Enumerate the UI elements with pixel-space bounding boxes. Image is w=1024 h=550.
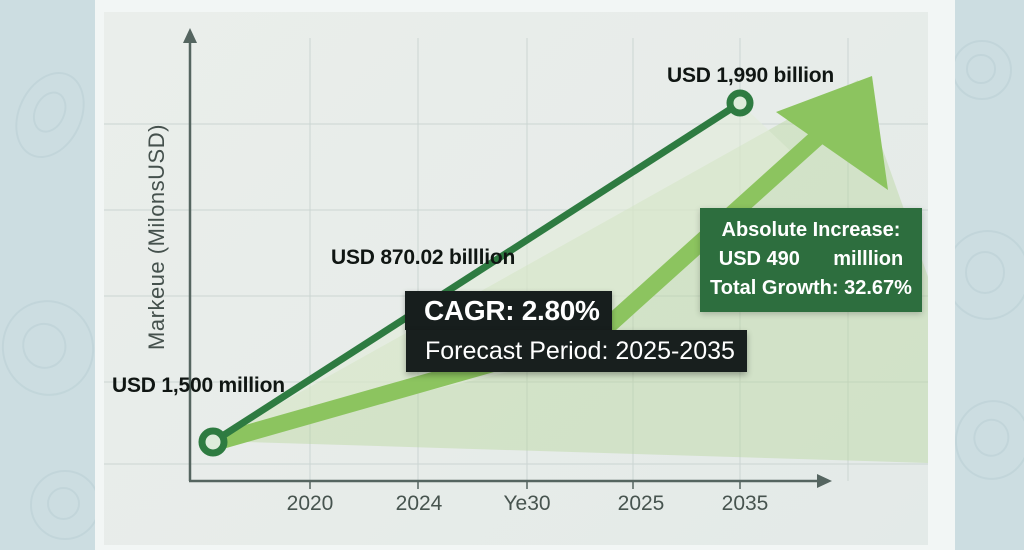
absolute-increase-box: Absolute Increase: USD 490 milllion Tota… (700, 208, 922, 312)
start-value-label: USD 1,500 million (112, 374, 285, 397)
increase-value: USD 490 milllion (718, 248, 904, 270)
y-axis-title: Markeue (MilonsUSD) (144, 124, 169, 350)
total-growth-label: Total Growth: 32.67% (710, 277, 912, 299)
end-point-marker (726, 89, 754, 117)
x-tick-2020: 2020 (286, 492, 334, 515)
forecast-label: Forecast Period: 2025-2035 (425, 337, 735, 365)
end-value-label: USD 1,990 billion (667, 64, 834, 87)
cagr-box: CAGR: 2.80% (405, 291, 612, 330)
axes (188, 38, 822, 489)
forecast-box: Forecast Period: 2025-2035 (406, 330, 747, 372)
x-tick-2024: 2024 (395, 492, 443, 515)
y-axis-arrowhead (183, 28, 197, 43)
x-axis-arrowhead (817, 474, 832, 488)
mid-value-label: USD 870.02 billlion (331, 246, 516, 269)
start-point-marker (198, 427, 228, 457)
growth-wedge-paler (213, 103, 800, 441)
x-tick-2035: 2035 (721, 492, 769, 515)
increase-title: Absolute Increase: (721, 219, 901, 241)
growth-arrow-head (776, 76, 888, 190)
x-tick-2025: 2025 (617, 492, 665, 515)
x-tick-ye30: Ye30 (503, 492, 551, 515)
trend-line (211, 100, 742, 445)
cagr-label: CAGR: 2.80% (424, 295, 600, 326)
